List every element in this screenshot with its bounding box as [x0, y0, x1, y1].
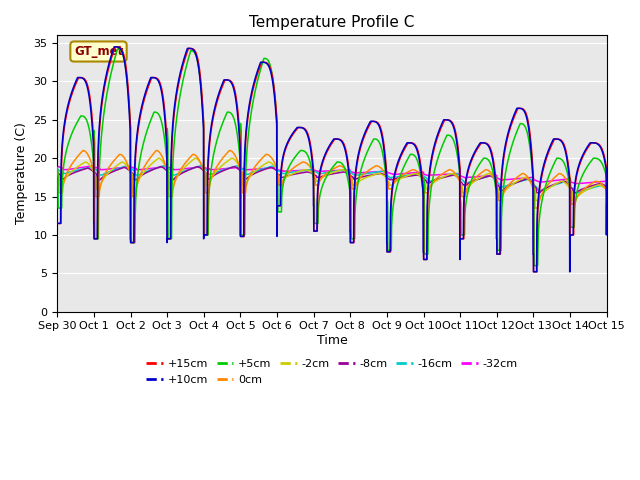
X-axis label: Time: Time: [317, 334, 348, 347]
Title: Temperature Profile C: Temperature Profile C: [250, 15, 415, 30]
Text: GT_met: GT_met: [74, 45, 123, 58]
Y-axis label: Temperature (C): Temperature (C): [15, 122, 28, 225]
Legend: +15cm, +10cm, +5cm, 0cm, -2cm, -8cm, -16cm, -32cm: +15cm, +10cm, +5cm, 0cm, -2cm, -8cm, -16…: [142, 355, 522, 389]
